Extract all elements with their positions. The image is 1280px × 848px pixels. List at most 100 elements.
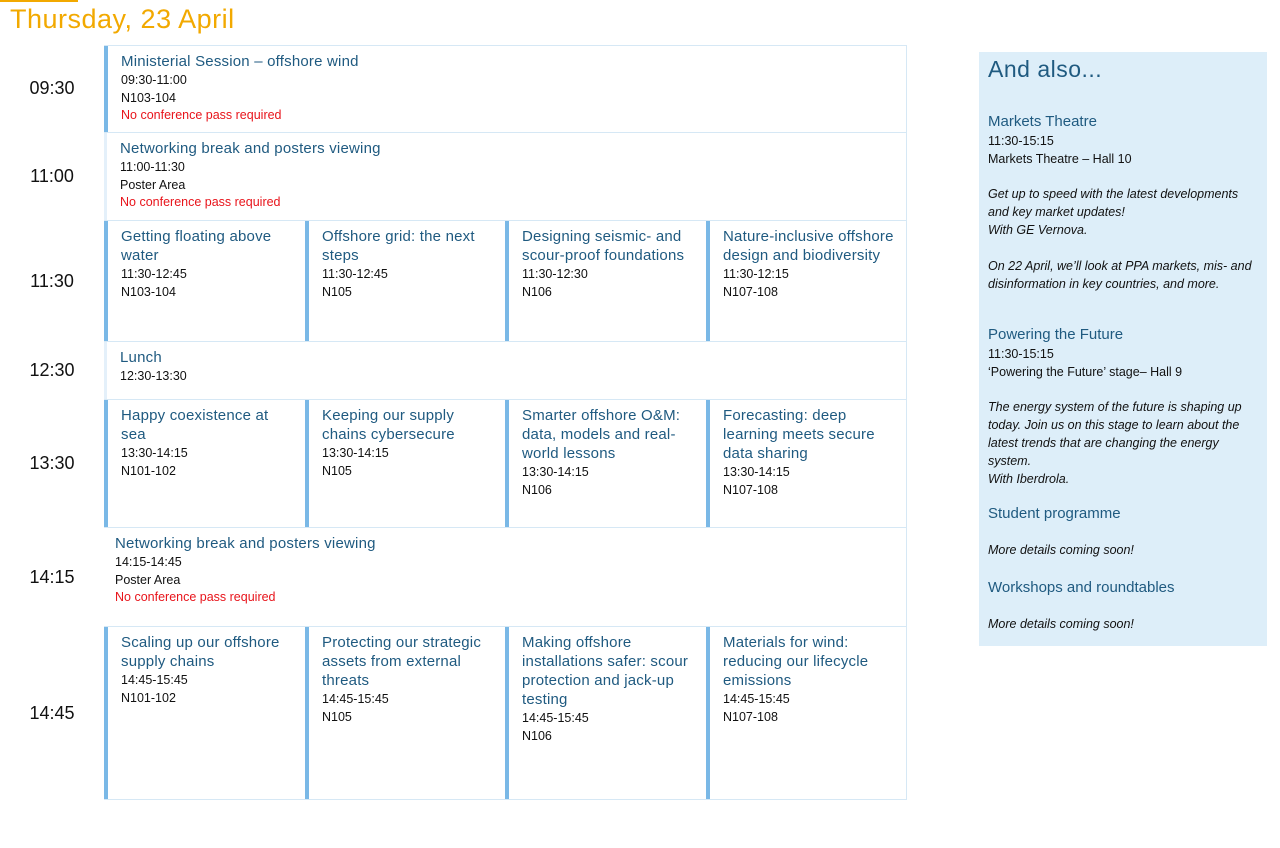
session-title: Networking break and posters viewing [115,535,376,552]
session-title: Forecasting: deep learning meets secure … [723,407,875,462]
day-title: Thursday, 23 April [10,4,235,34]
session-card[interactable]: Ministerial Session – offshore wind 09:30… [104,46,907,132]
session-title: Making offshore installations safer: sco… [522,634,689,708]
session-time: 13:30-14:15 [522,465,589,479]
session-time: 11:30-12:15 [723,267,789,281]
schedule-row: Happy coexistence at sea 13:30-14:15 N101-… [104,400,907,528]
session-title: Getting floating above water [121,228,272,264]
session-title: Lunch [120,349,162,366]
session-room: Poster Area [115,573,181,587]
session-time: 14:15-14:45 [115,555,182,569]
session-time: 14:45-15:45 [322,692,389,706]
schedule-row: Lunch 12:30-13:30 [104,342,907,400]
session-card[interactable]: Lunch 12:30-13:30 [104,342,907,399]
sidebar-item-workshops: Workshops and roundtables More details c… [988,578,1261,633]
session-time: 11:30-12:45 [322,267,388,281]
sidebar-item-title[interactable]: Student programme [988,505,1121,522]
sidebar-item-description: More details coming soon! [988,543,1134,557]
session-room: N107-108 [723,483,778,497]
time-slot-label: 11:30 [30,270,74,291]
sidebar-item-place: Markets Theatre – Hall 10 [988,152,1132,166]
schedule-row: Networking break and posters viewing 14:1… [104,528,907,627]
sidebar-item-description: Get up to speed with the latest developm… [988,187,1252,291]
session-room: N105 [322,285,352,299]
time-slot-label: 13:30 [29,453,75,473]
session-time: 11:30-12:45 [121,267,187,281]
session-title: Offshore grid: the next steps [322,228,475,264]
sidebar-item-time: 11:30-15:15 [988,347,1054,361]
session-card[interactable]: Protecting our strategic assets from ext… [305,627,505,799]
session-card[interactable]: Forecasting: deep learning meets secure … [706,400,907,527]
session-room: N106 [522,729,552,743]
time-slot-label: 14:15 [29,566,75,587]
sidebar-item-time: 11:30-15:15 [988,134,1054,148]
session-title: Networking break and posters viewing [120,140,381,157]
session-card[interactable]: Scaling up our offshore supply chains 14:… [104,627,305,799]
session-time: 09:30-11:00 [121,73,187,87]
session-room: N105 [322,710,352,724]
session-room: N107-108 [723,710,778,724]
session-title: Ministerial Session – offshore wind [121,53,359,70]
session-card[interactable]: Networking break and posters viewing 11:0… [104,133,907,220]
session-note: No conference pass required [121,108,282,122]
session-time: 13:30-14:15 [121,446,188,460]
time-slot-label: 11:00 [30,166,74,186]
session-time: 14:45-15:45 [723,692,790,706]
session-time: 13:30-14:15 [723,465,790,479]
session-note: No conference pass required [115,590,276,604]
sidebar-item-description: More details coming soon! [988,617,1134,631]
sidebar-item-markets-theatre: Markets Theatre 11:30-15:15 Markets Thea… [988,112,1261,293]
session-room: N105 [322,464,352,478]
session-room: N106 [522,285,552,299]
sidebar-heading: And also... [988,56,1103,82]
time-slot-label: 09:30 [29,78,75,98]
session-title: Keeping our supply chains cybersecure [322,407,455,443]
session-card[interactable]: Materials for wind: reducing our lifecyc… [706,627,907,799]
session-title: Happy coexistence at sea [121,407,269,443]
session-room: N107-108 [723,285,778,299]
session-time: 14:45-15:45 [121,673,188,687]
session-card[interactable]: Keeping our supply chains cybersecure 13:… [305,400,505,527]
session-time: 12:30-13:30 [120,369,187,383]
schedule-row: Scaling up our offshore supply chains 14:… [104,627,907,800]
schedule-row: Getting floating above water 11:30-12:45 N… [104,221,907,342]
session-title: Scaling up our offshore supply chains [121,634,280,670]
sidebar-item-place: ‘Powering the Future’ stage– Hall 9 [988,365,1183,379]
session-card[interactable]: Networking break and posters viewing 14:1… [104,528,907,626]
session-time: 11:00-11:30 [120,160,185,174]
session-card[interactable]: Nature-inclusive offshore design and bio… [706,221,907,341]
session-card[interactable]: Offshore grid: the next steps 11:30-12:45… [305,221,505,341]
session-time: 13:30-14:15 [322,446,389,460]
session-time: 11:30-12:30 [522,267,588,281]
time-slot-label: 12:30 [29,360,75,380]
session-time: 14:45-15:45 [522,711,589,725]
sidebar-item-powering-the-future: Powering the Future 11:30-15:15 ‘Powerin… [988,325,1261,488]
session-card[interactable]: Smarter offshore O&M: data, models and r… [505,400,706,527]
session-card[interactable]: Getting floating above water 11:30-12:45 N… [104,221,305,341]
sidebar-item-description: The energy system of the future is shapi… [988,400,1242,486]
time-slot-label: 14:45 [29,702,75,723]
sidebar-item-title[interactable]: Powering the Future [988,326,1124,343]
session-room: N103-104 [121,91,176,105]
session-title: Smarter offshore O&M: data, models and r… [522,407,681,462]
session-title: Materials for wind: reducing our lifecyc… [723,634,869,689]
sidebar-item-student-programme: Student programme More details coming so… [988,504,1261,559]
session-card[interactable]: Making offshore installations safer: sco… [505,627,706,799]
session-card[interactable]: Designing seismic- and scour-proof found… [505,221,706,341]
session-room: N106 [522,483,552,497]
session-title: Protecting our strategic assets from ext… [322,634,482,689]
session-room: Poster Area [120,178,186,192]
session-note: No conference pass required [120,195,281,209]
session-title: Designing seismic- and scour-proof found… [522,228,685,264]
sidebar-item-title[interactable]: Workshops and roundtables [988,579,1175,596]
session-room: N103-104 [121,285,176,299]
session-title: Nature-inclusive offshore design and bio… [723,228,894,264]
session-room: N101-102 [121,464,176,478]
and-also-sidebar: And also... Markets Theatre 11:30-15:15 … [979,52,1267,646]
session-card[interactable]: Happy coexistence at sea 13:30-14:15 N101-… [104,400,305,527]
sidebar-item-title[interactable]: Markets Theatre [988,113,1097,130]
session-room: N101-102 [121,691,176,705]
schedule-row: Ministerial Session – offshore wind 09:30… [104,45,907,133]
schedule-row: Networking break and posters viewing 11:0… [104,133,907,221]
header-accent-line [0,0,78,2]
